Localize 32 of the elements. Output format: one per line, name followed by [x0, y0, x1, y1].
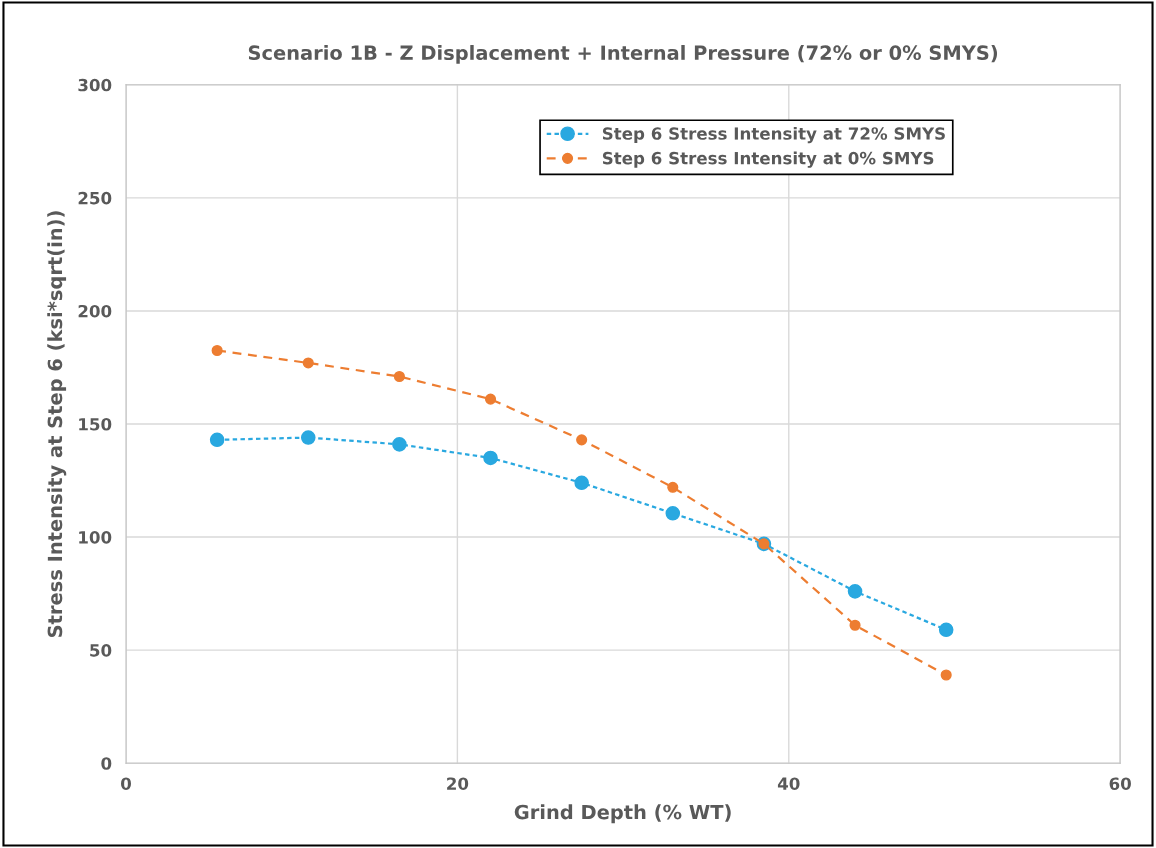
point	[209, 432, 225, 448]
point	[940, 669, 952, 681]
chart-title: Scenario 1B - Z Displacement + Internal Pressure (72% or 0% SMYS)	[248, 45, 998, 64]
y-tick-label: 50	[90, 644, 112, 657]
point	[393, 370, 405, 383]
y-tick-label: 300	[78, 78, 112, 92]
x-tick-label: 20	[447, 777, 469, 790]
x-axis-title: Grind Depth (% WT)	[514, 804, 731, 824]
x-tick-label: 0	[121, 777, 132, 790]
y-axis-title: Stress Intensity at Step 6 (ksi*sqrt(in))	[47, 211, 67, 637]
point	[302, 357, 314, 369]
point	[667, 481, 679, 493]
y-tick-label: 250	[78, 191, 112, 205]
point	[576, 434, 588, 446]
point	[484, 393, 497, 405]
point	[483, 450, 498, 466]
point	[300, 430, 316, 445]
x-tick-label: 60	[1109, 777, 1131, 790]
x-tick-label: 40	[777, 777, 800, 790]
point	[211, 344, 223, 357]
point	[938, 622, 954, 638]
point	[392, 437, 407, 452]
y-tick-label: 150	[79, 417, 112, 431]
legend-label: Step 6 Stress Intensity at 0% SMYS	[602, 151, 934, 168]
point	[574, 475, 589, 491]
point	[849, 619, 861, 631]
y-tick-label: 200	[78, 304, 112, 318]
point	[665, 506, 681, 521]
point	[847, 584, 863, 599]
legend-label: Step 6 Stress Intensity at 72% SMYS	[602, 126, 945, 144]
y-tick-label: 100	[79, 531, 112, 544]
y-tick-label: 0	[101, 757, 112, 770]
